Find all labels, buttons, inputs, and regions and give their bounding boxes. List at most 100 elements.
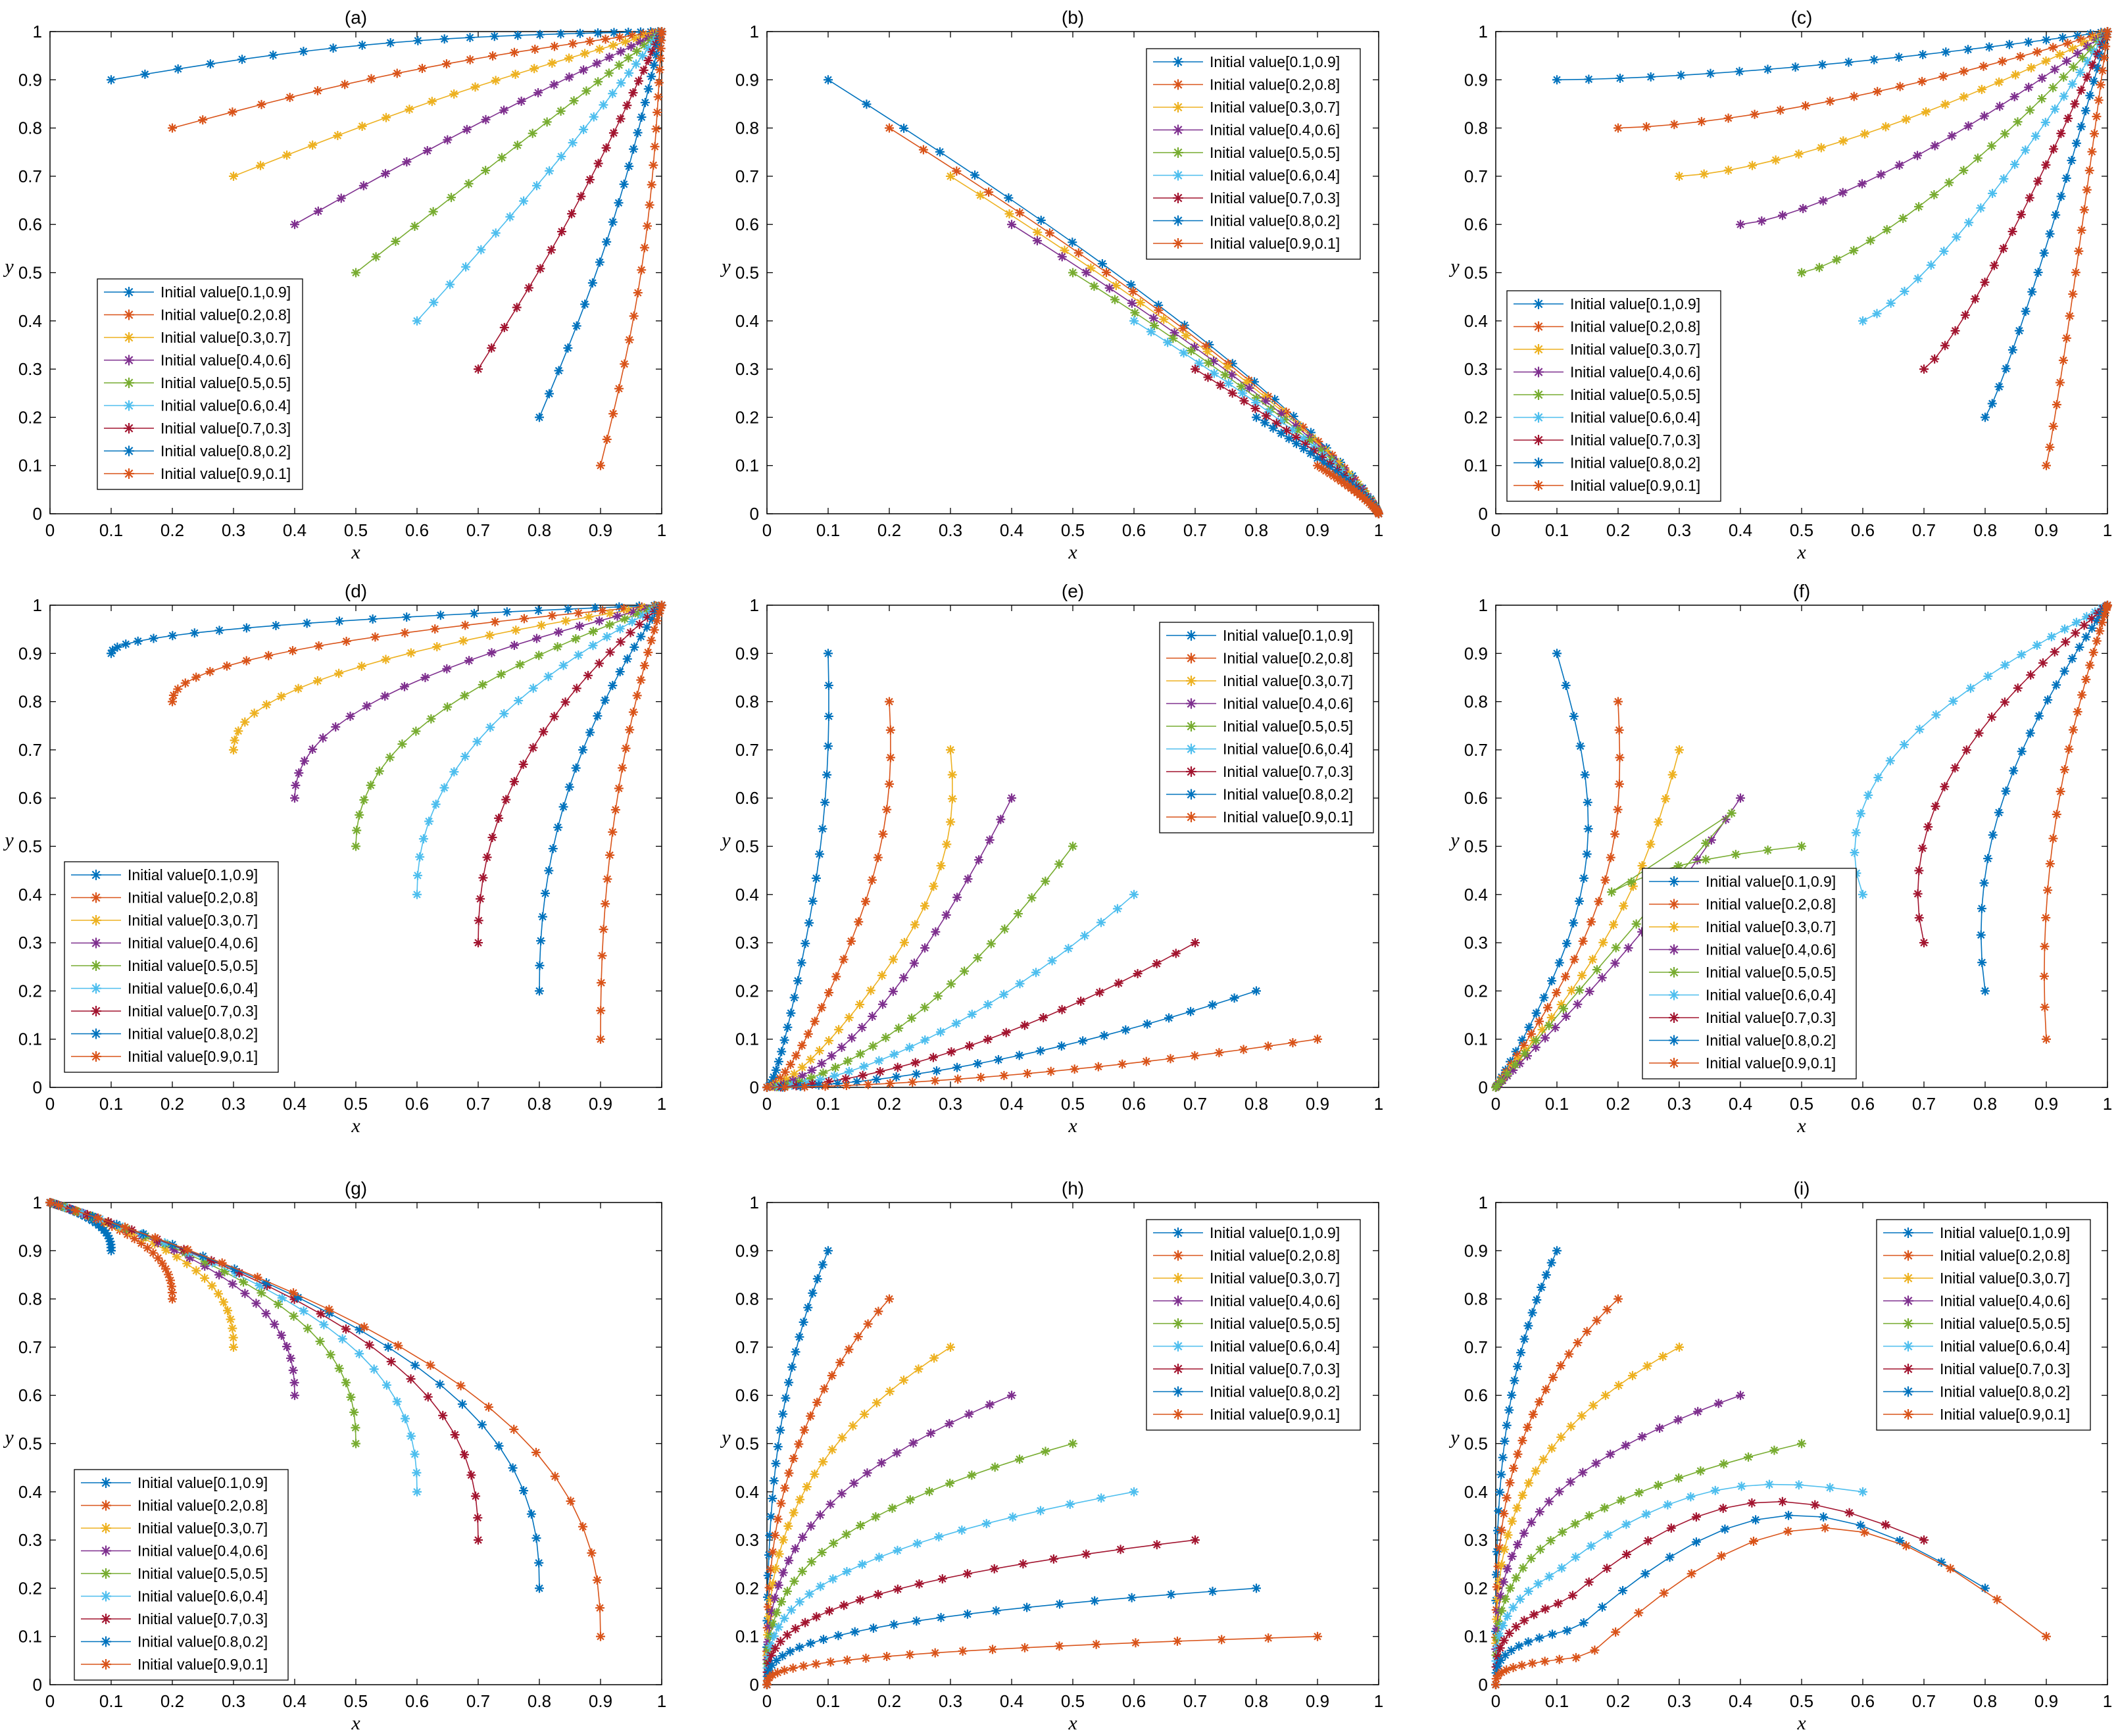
series-marker xyxy=(173,684,183,694)
series-marker xyxy=(893,1545,902,1555)
series-marker xyxy=(314,641,324,651)
series-3 xyxy=(1675,27,2112,181)
series-marker xyxy=(1646,839,1656,849)
series-marker xyxy=(213,1289,223,1299)
series-marker xyxy=(935,147,945,157)
series-marker xyxy=(460,691,470,701)
series-marker xyxy=(2048,43,2058,53)
x-tick-label: 0.3 xyxy=(1667,520,1691,540)
series-marker xyxy=(847,1033,856,1043)
series-marker xyxy=(1068,1439,1077,1449)
series-marker xyxy=(973,953,983,962)
series-marker xyxy=(370,632,380,642)
series-marker xyxy=(312,86,322,95)
series-marker xyxy=(1959,166,1969,176)
series-marker xyxy=(850,1627,860,1637)
series-marker xyxy=(2021,145,2031,155)
series-marker xyxy=(261,1308,271,1318)
series-marker xyxy=(1519,1528,1529,1538)
legend-entry-label: Initial value[0.5,0.5] xyxy=(1210,144,1340,161)
series-marker xyxy=(198,115,208,125)
series-marker xyxy=(587,1548,597,1558)
y-tick-label: 1 xyxy=(33,595,42,615)
series-marker xyxy=(1204,358,1214,368)
series-marker xyxy=(2088,647,2098,657)
series-marker xyxy=(914,1364,924,1374)
series-marker xyxy=(205,666,215,676)
x-tick-label: 0 xyxy=(1491,1094,1500,1114)
series-marker xyxy=(1261,411,1271,421)
legend-marker xyxy=(124,332,134,343)
series-marker xyxy=(649,60,659,70)
y-tick-label: 0.2 xyxy=(18,407,42,427)
series-marker xyxy=(1263,1041,1273,1051)
series-marker xyxy=(1035,1046,1045,1056)
series-marker xyxy=(566,1496,576,1506)
series-marker xyxy=(2009,91,2019,101)
series-marker xyxy=(1571,1652,1581,1662)
series-marker xyxy=(1288,1038,1298,1048)
series-marker xyxy=(1941,47,1951,57)
y-tick-label: 0.2 xyxy=(18,1578,42,1598)
series-marker xyxy=(824,75,833,85)
y-tick-label: 0.5 xyxy=(18,1434,42,1454)
series-marker xyxy=(2025,105,2035,115)
series-marker xyxy=(477,1420,487,1429)
series-marker xyxy=(1054,1641,1064,1651)
series-4 xyxy=(1736,27,2112,230)
series-marker xyxy=(107,75,116,85)
series-marker xyxy=(1186,1006,1196,1016)
series-marker xyxy=(341,1324,351,1334)
series-marker xyxy=(999,1071,1009,1081)
y-axis-label: y xyxy=(3,256,14,278)
series-marker xyxy=(833,1079,843,1089)
series-marker xyxy=(1669,120,1679,130)
series-marker xyxy=(1994,382,2004,391)
series-marker xyxy=(636,675,646,685)
series-marker xyxy=(1987,399,1997,409)
series-marker xyxy=(1209,368,1219,378)
series-line xyxy=(1984,31,2108,418)
series-marker xyxy=(628,617,637,627)
series-marker xyxy=(535,986,544,996)
series-marker xyxy=(946,745,955,755)
series-marker xyxy=(2017,747,2027,756)
series-marker xyxy=(464,179,474,189)
series-marker xyxy=(824,1035,834,1045)
series-marker xyxy=(1817,60,1827,70)
series-marker xyxy=(848,1421,858,1431)
y-tick-label: 1 xyxy=(33,22,42,41)
y-tick-label: 0.2 xyxy=(735,1578,759,1598)
legend-entry-label: Initial value[0.7,0.3] xyxy=(1210,189,1340,207)
series-marker xyxy=(601,899,610,908)
series-marker xyxy=(592,59,602,68)
y-tick-label: 0.4 xyxy=(735,311,759,331)
series-marker xyxy=(442,664,452,674)
series-marker xyxy=(508,1463,518,1473)
series-marker xyxy=(1179,348,1189,358)
series-marker xyxy=(2081,106,2090,116)
series-marker xyxy=(228,1324,237,1333)
x-tick-label: 0 xyxy=(762,1094,772,1114)
series-marker xyxy=(2013,117,2023,127)
series-marker xyxy=(861,897,871,906)
legend-marker xyxy=(101,1591,111,1602)
legend: Initial value[0.1,0.9]Initial value[0.2,… xyxy=(97,278,303,490)
series-marker xyxy=(2009,766,2019,776)
series-marker xyxy=(1723,165,1733,175)
y-tick-label: 0.5 xyxy=(735,837,759,856)
series-marker xyxy=(549,80,559,89)
legend-entry-label: Initial value[0.1,0.9] xyxy=(160,284,291,301)
series-marker xyxy=(1675,1342,1684,1352)
series-marker xyxy=(993,1054,1003,1064)
series-marker xyxy=(624,335,634,345)
series-marker xyxy=(1881,1520,1890,1530)
series-marker xyxy=(1659,1588,1669,1598)
legend-marker xyxy=(1173,79,1183,90)
series-marker xyxy=(535,412,544,422)
series-marker xyxy=(789,1454,799,1464)
legend-entry-label: Initial value[0.6,0.4] xyxy=(1223,741,1353,758)
series-marker xyxy=(1919,1535,1929,1545)
series-marker xyxy=(1502,1564,1512,1574)
series-marker xyxy=(1506,1583,1515,1593)
